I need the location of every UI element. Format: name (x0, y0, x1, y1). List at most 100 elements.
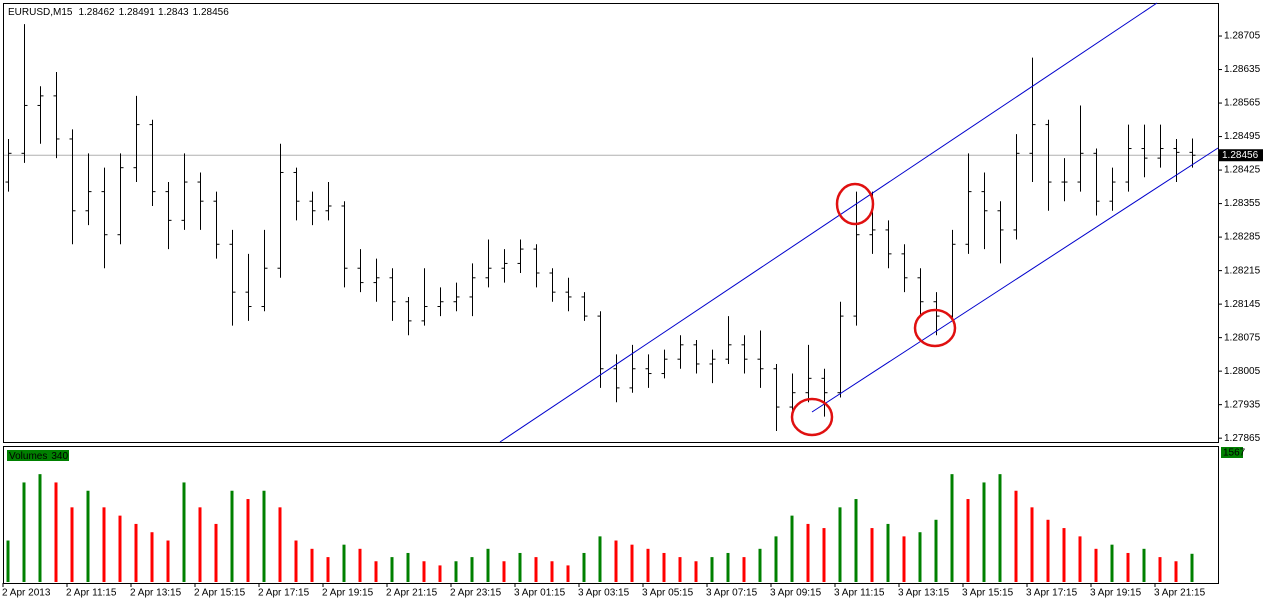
y-tick-label: 1.28075 (1224, 332, 1261, 343)
volume-bar (438, 565, 442, 582)
volume-bar (566, 565, 570, 582)
volume-bar (790, 515, 794, 582)
volume-bar (646, 548, 650, 582)
volume-bar (358, 548, 362, 582)
volume-bar (422, 561, 426, 582)
current-price-box (1219, 149, 1263, 162)
volume-max-label: 1567 (1223, 448, 1246, 459)
volume-max-box (1221, 447, 1243, 458)
volume-bar (630, 544, 634, 582)
x-tick-label: 3 Apr 01:15 (514, 588, 566, 599)
price-panel (3, 3, 1219, 443)
volume-label: Volumes 340 (9, 451, 68, 462)
volume-bar (1062, 528, 1066, 582)
x-tick-label: 2 Apr 17:15 (258, 588, 310, 599)
symbol: EURUSD,M15 (8, 7, 73, 18)
y-tick-label: 1.27935 (1224, 399, 1261, 410)
volume-bar (6, 540, 10, 582)
last-low: 1.2843 (158, 7, 189, 18)
volume-bar (694, 561, 698, 582)
volume-bar (1158, 557, 1162, 582)
volume-bar (214, 523, 218, 582)
volume-bar (742, 557, 746, 582)
volume-bar (1046, 519, 1050, 582)
volume-bar (998, 474, 1002, 582)
volume-bar (1142, 548, 1146, 582)
volume-bar (390, 557, 394, 582)
x-tick-label: 2 Apr 19:15 (322, 588, 374, 599)
volume-bar (822, 528, 826, 582)
volume-bar (118, 515, 122, 582)
y-tick-label: 1.28285 (1224, 232, 1261, 243)
x-tick-label: 3 Apr 03:15 (578, 588, 630, 599)
volume-bar (614, 540, 618, 582)
y-tick-label: 1.28005 (1224, 366, 1261, 377)
x-tick-label: 3 Apr 07:15 (706, 588, 758, 599)
volume-label-box (7, 450, 69, 461)
volume-bar (838, 507, 842, 582)
volume-bar (278, 507, 282, 582)
highlight-circle (835, 182, 875, 226)
volume-bar (534, 557, 538, 582)
y-tick-label: 1.28425 (1224, 165, 1261, 176)
highlight-circle (913, 308, 957, 348)
volume-bar (726, 552, 730, 582)
volume-bar (342, 544, 346, 582)
volume-bar (70, 507, 74, 582)
x-tick-label: 3 Apr 19:15 (1090, 588, 1142, 599)
header-info: EURUSD,M15 1.28462 1.28491 1.2843 1.28456 (8, 7, 229, 18)
volume-bar (582, 552, 586, 582)
volume-bar (598, 536, 602, 582)
volume-bar (230, 490, 234, 582)
volume-bar (918, 532, 922, 582)
x-tick-label: 2 Apr 13:15 (130, 588, 182, 599)
x-tick-label: 2 Apr 11:15 (66, 588, 117, 599)
y-tick-label: 1.28145 (1224, 299, 1261, 310)
volume-bar (326, 557, 330, 582)
x-tick-label: 2 Apr 15:15 (194, 588, 246, 599)
volume-bar (246, 499, 250, 582)
volume-bar (518, 552, 522, 582)
volume-bar (678, 557, 682, 582)
volume-bar (1030, 507, 1034, 582)
volume-bar (166, 540, 170, 582)
channel-lower (811, 147, 1219, 413)
volume-bar (294, 540, 298, 582)
volume-bar (758, 548, 762, 582)
volume-bar (1190, 553, 1194, 582)
volume-bar (310, 548, 314, 582)
volume-bar (486, 548, 490, 582)
x-tick-label: 3 Apr 09:15 (770, 588, 822, 599)
highlight-circle (790, 397, 834, 437)
volume-bar (854, 499, 858, 582)
last-open: 1.28462 (78, 7, 115, 18)
volume-bar (902, 536, 906, 582)
volume-bar (774, 536, 778, 582)
volume-bar (22, 482, 26, 582)
volume-bar (198, 507, 202, 582)
y-tick-label: 1.27865 (1224, 433, 1261, 444)
x-tick-label: 3 Apr 21:15 (1154, 588, 1206, 599)
last-close: 1.28456 (193, 7, 230, 18)
volume-bar (550, 561, 554, 582)
volume-bar (886, 523, 890, 582)
volume-bar (406, 552, 410, 582)
volume-bar (806, 523, 810, 582)
x-tick-label: 2 Apr 2013 (2, 588, 51, 599)
volume-bar (982, 482, 986, 582)
x-tick-label: 3 Apr 13:15 (898, 588, 950, 599)
x-tick-label: 3 Apr 05:15 (642, 588, 694, 599)
y-tick-label: 1.28495 (1224, 131, 1261, 142)
volume-bar (454, 561, 458, 582)
x-tick-label: 3 Apr 17:15 (1026, 588, 1078, 599)
volume-bar (470, 557, 474, 582)
volume-panel (3, 446, 1219, 584)
volume-bar (950, 474, 954, 582)
x-tick-label: 3 Apr 15:15 (962, 588, 1014, 599)
volume-bar (662, 552, 666, 582)
current-price-label: 1.28456 (1222, 150, 1259, 161)
x-tick-label: 3 Apr 11:15 (834, 588, 885, 599)
y-tick-label: 1.28705 (1224, 31, 1261, 42)
